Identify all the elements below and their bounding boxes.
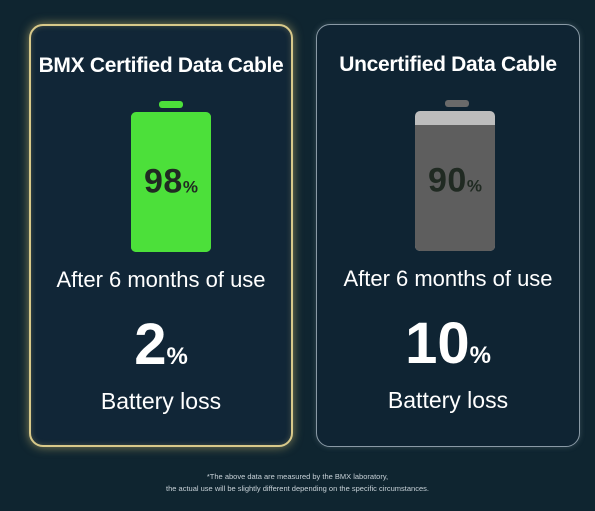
certified-battery-level-unit: % [182, 177, 198, 197]
uncertified-card-title: Uncertified Data Cable [339, 53, 557, 76]
uncertified-battery-level-value: 90 [428, 161, 467, 200]
certified-loss-unit: % [166, 343, 188, 370]
footnote-line-2: the actual use will be slightly differen… [166, 484, 429, 493]
certified-battery-icon: 98% [131, 112, 211, 252]
certified-loss-number: 2 [134, 312, 167, 377]
uncertified-loss-value: 10% [317, 315, 579, 373]
uncertified-battery-cap [445, 100, 469, 107]
certified-battery-level: 98% [131, 163, 211, 202]
uncertified-battery-level: 90% [415, 162, 495, 201]
uncertified-battery-fill [415, 125, 495, 251]
disclaimer-footnote: *The above data are measured by the BMX … [0, 471, 595, 495]
uncertified-loss-unit: % [469, 342, 491, 369]
certified-battery-fill [131, 114, 211, 252]
certified-cable-card: BMX Certified Data Cable 98% After 6 mon… [29, 24, 293, 447]
certified-loss-value: 2% [31, 316, 291, 374]
certified-card-title: BMX Certified Data Cable [38, 54, 284, 77]
uncertified-after-label: After 6 months of use [343, 266, 553, 291]
uncertified-cable-card: Uncertified Data Cable 90% After 6 month… [316, 24, 580, 447]
certified-loss-label: Battery loss [100, 388, 222, 414]
uncertified-battery-level-unit: % [466, 176, 482, 196]
uncertified-loss-label: Battery loss [387, 387, 509, 413]
certified-after-label: After 6 months of use [56, 267, 266, 292]
uncertified-loss-number: 10 [405, 311, 470, 376]
certified-battery-cap [159, 101, 183, 108]
certified-battery-level-value: 98 [144, 162, 183, 201]
footnote-line-1: *The above data are measured by the BMX … [206, 472, 389, 481]
uncertified-battery-icon: 90% [415, 111, 495, 251]
